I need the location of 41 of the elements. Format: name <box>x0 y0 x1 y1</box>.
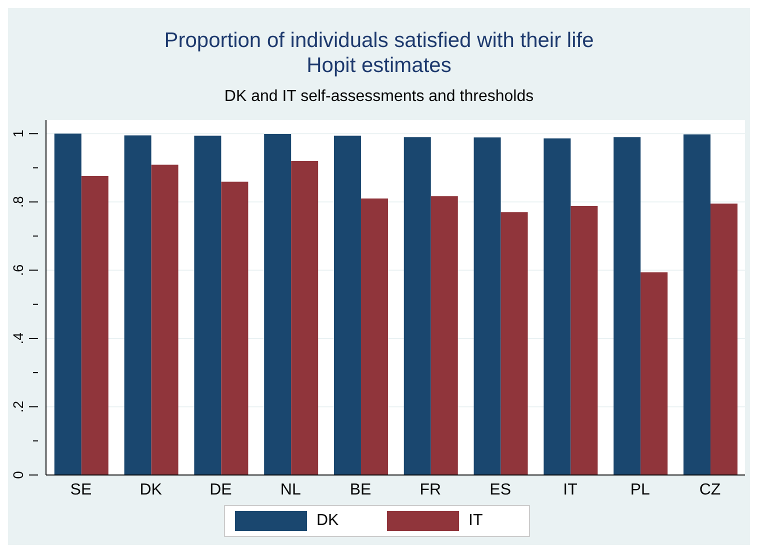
bar <box>544 138 571 475</box>
bar <box>404 137 431 475</box>
bar <box>640 272 668 475</box>
bar <box>81 176 108 475</box>
bar <box>151 164 178 475</box>
x-tick-label: BE <box>350 481 372 498</box>
bar <box>430 196 458 475</box>
bar <box>334 136 361 475</box>
y-tick-label: .6 <box>10 264 26 276</box>
bar <box>264 134 292 475</box>
bar <box>710 204 738 475</box>
y-tick-label: .2 <box>10 400 26 413</box>
y-tick-label: 1 <box>10 130 26 138</box>
bar <box>194 136 222 475</box>
x-tick-label: FR <box>420 481 442 498</box>
chart-title: Proportion of individuals satisfied with their life <box>163 28 595 53</box>
x-tick-label: DE <box>210 481 232 498</box>
bar <box>291 160 318 475</box>
x-tick-label: SE <box>70 481 92 498</box>
bar <box>570 206 598 475</box>
text: DK and IT self-assessments and thresholds <box>223 88 535 106</box>
x-tick-label: DK <box>140 481 162 498</box>
legend-label: IT <box>468 512 484 530</box>
x-tick-label: NL <box>280 481 301 498</box>
y-tick-label: .4 <box>10 332 26 344</box>
bar <box>221 182 248 475</box>
x-tick-label: ES <box>490 481 512 498</box>
bar <box>614 137 641 475</box>
x-tick-label: PL <box>630 481 650 498</box>
bar <box>124 135 152 475</box>
y-tick-label: 0 <box>10 470 26 479</box>
legend-label: DK <box>316 512 340 530</box>
bar <box>500 212 528 475</box>
chart-subtitle: Hopit estimates <box>306 53 452 78</box>
bar <box>54 134 82 475</box>
bar <box>474 137 501 475</box>
y-tick-label: .8 <box>10 196 26 208</box>
x-tick-label: CZ <box>699 481 721 498</box>
bar <box>360 198 388 475</box>
bar <box>683 134 710 475</box>
x-tick-label: IT <box>563 481 578 498</box>
